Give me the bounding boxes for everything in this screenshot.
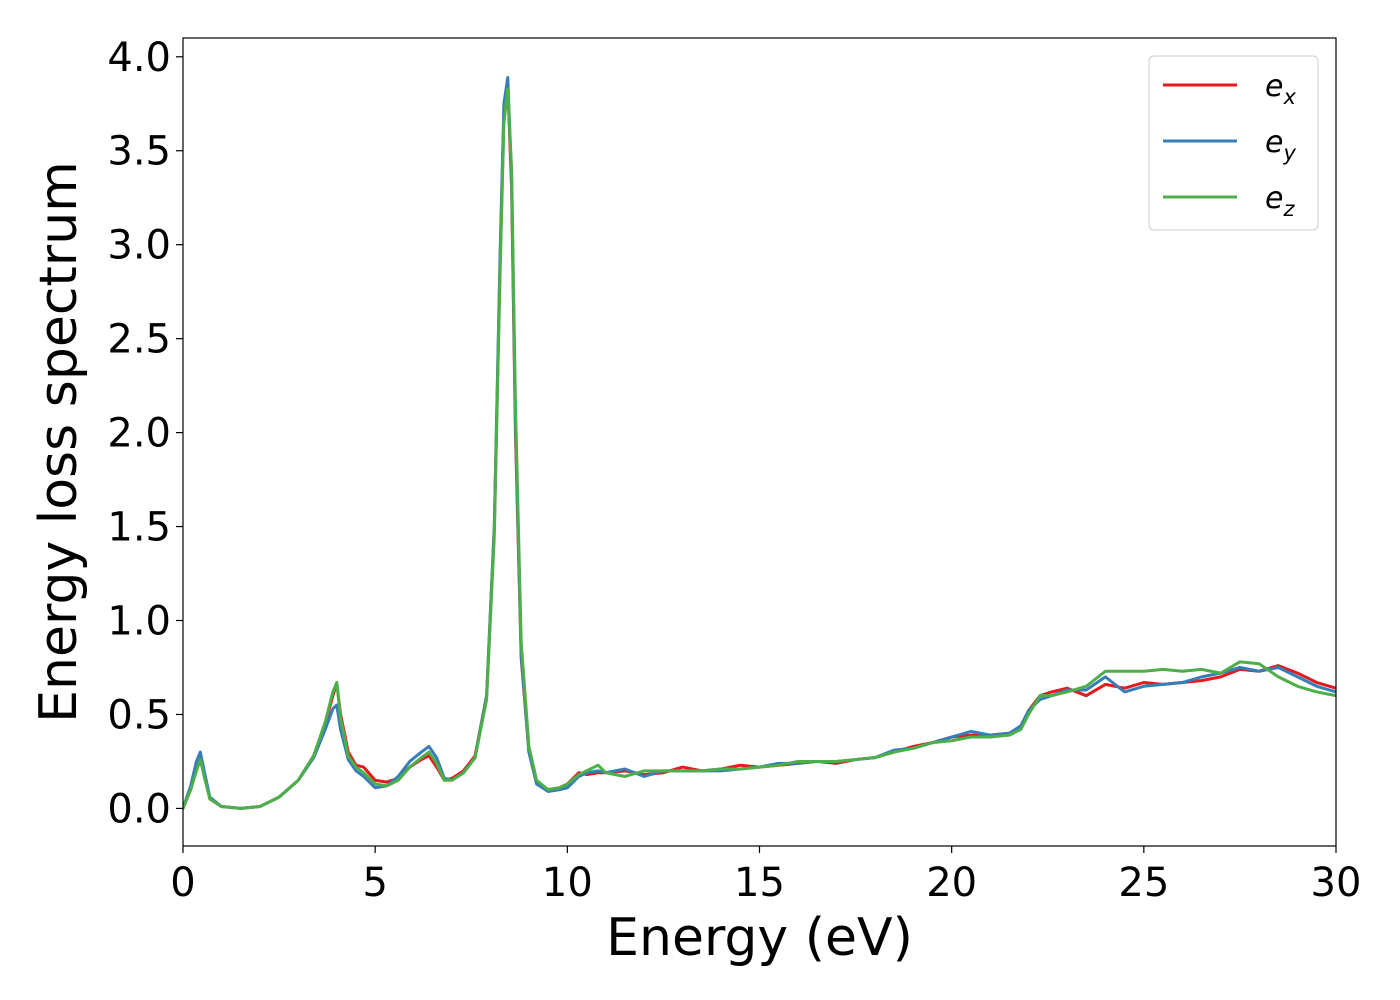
x-tick-label: 5 [362,860,387,906]
x-tick-label: 10 [542,860,593,906]
y-tick-label: 2.0 [107,411,171,457]
x-tick-label: 30 [1311,860,1362,906]
y-axis-title: Energy loss spectrum [29,161,89,723]
y-tick-label: 0.5 [107,692,171,738]
series-line-e-z [183,87,1336,810]
y-tick-label: 3.0 [107,223,171,269]
x-axis-title: Energy (eV) [606,908,913,968]
y-tick-label: 1.0 [107,599,171,645]
legend: ex ey ez [1148,55,1319,231]
y-tick-label: 3.5 [107,129,171,175]
x-tick-label: 15 [734,860,785,906]
x-tick-label: 0 [170,860,195,906]
legend-box [1148,55,1319,231]
y-tick-label: 4.0 [107,35,171,81]
x-axis: 0 5 10 15 20 25 30 [170,846,1361,906]
y-axis: 0.0 0.5 1.0 1.5 2.0 2.5 3.0 3.5 4.0 [107,35,183,832]
y-tick-label: 2.5 [107,317,171,363]
legend-label-y: ey [1265,125,1296,165]
y-tick-label: 1.5 [107,505,171,551]
x-tick-label: 20 [926,860,977,906]
plot-area [183,75,1336,810]
x-tick-label: 25 [1118,860,1169,906]
legend-label-z: ez [1265,181,1295,221]
legend-label-x: ex [1265,69,1296,109]
y-tick-label: 0.0 [107,786,171,832]
